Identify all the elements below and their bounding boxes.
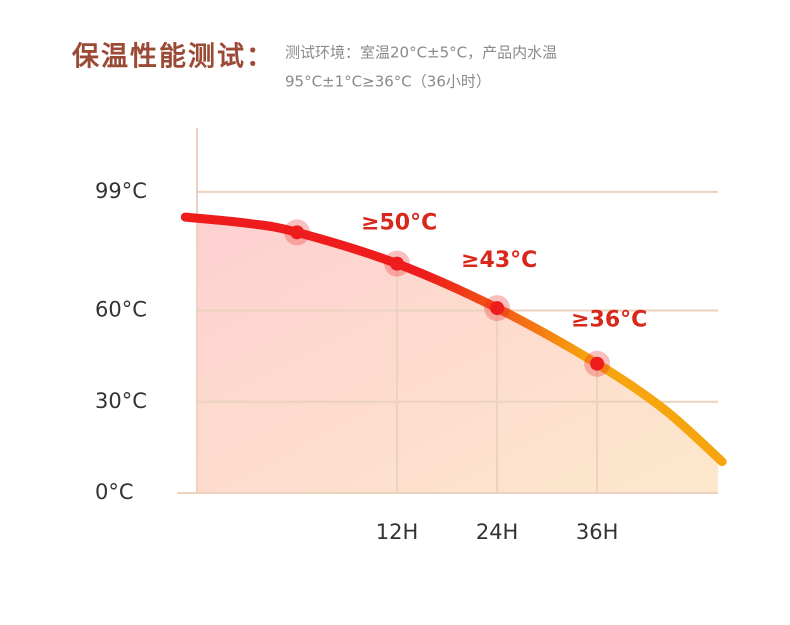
subtitle: 95°C±1°C≥36°C（36小时） [285,73,491,91]
line [180,212,727,467]
chart-title: 保温性能测试： [71,41,275,73]
annotation: ≥43°C [461,248,537,273]
x-tick-label: 24H [476,520,519,544]
y-tick-label: 99°C [95,179,147,203]
y-tick-label: 60°C [95,298,147,322]
annotation: ≥50°C [361,211,437,236]
x-tick-label: 36H [576,520,619,544]
point [390,256,405,271]
y-tick-label: 30°C [95,389,147,413]
subtitle: 测试环境：室温20°C±5°C，产品内水温 [285,44,557,62]
x-tick-label: 12H [376,520,419,544]
annotation: ≥36°C [571,308,647,333]
point [490,301,505,316]
point [290,225,305,240]
y-tick-label: 0°C [95,480,134,504]
point [590,356,605,371]
area [197,218,718,493]
